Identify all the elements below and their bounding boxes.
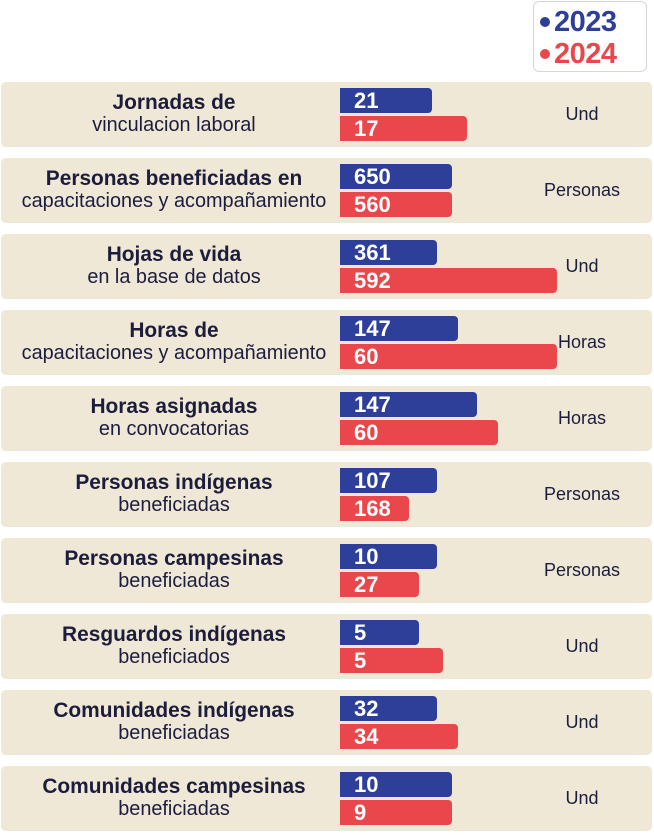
bar-2024: 27 <box>340 572 419 597</box>
bar-2024: 168 <box>340 496 409 521</box>
row-title-bold: Hojas de vida <box>106 243 242 266</box>
bar-2024: 560 <box>340 192 452 217</box>
unit-label: Und <box>565 636 599 656</box>
row-title: Horas asignadas en convocatorias <box>1 395 347 441</box>
chart-row: Personas indígenas beneficiadas 107 168 Pers… <box>1 462 652 527</box>
unit-label: Und <box>565 712 599 732</box>
row-title: Hojas de vida en la base de datos <box>1 243 347 289</box>
bar-2023: 21 <box>340 88 432 113</box>
row-title-regular: capacitaciones y acompañamiento <box>21 190 327 212</box>
row-title-regular: en convocatorias <box>98 418 250 440</box>
row-title-bold: Horas de <box>129 319 219 342</box>
row-title-regular: beneficiadas <box>118 494 230 516</box>
row-title-regular: vinculacion laboral <box>92 114 256 136</box>
bar-2024: 592 <box>340 268 557 293</box>
chart-row: Horas de capacitaciones y acompañamiento 1… <box>1 310 652 375</box>
row-title: Personas beneficiadas en capacitaciones y… <box>1 167 347 213</box>
row-title-regular: beneficiadas <box>118 570 230 592</box>
bar-2023: 107 <box>340 468 437 493</box>
unit-label: Und <box>565 256 599 276</box>
chart-row: Jornadas de vinculacion laboral 21 17 Und <box>1 82 652 147</box>
unit-label: Horas <box>557 332 606 352</box>
row-title: Horas de capacitaciones y acompañamiento <box>1 319 347 365</box>
row-title-bold: Personas beneficiadas en <box>45 167 303 190</box>
bar-2023: 147 <box>340 316 458 341</box>
chart-row: Resguardos indígenas beneficiados 5 5 Und <box>1 614 652 679</box>
unit-label: Horas <box>557 408 606 428</box>
bar-2023: 10 <box>340 772 452 797</box>
bar-2023: 650 <box>340 164 452 189</box>
row-title-bold: Personas indígenas <box>75 471 273 494</box>
bar-2023: 32 <box>340 696 437 721</box>
row-title: Jornadas de vinculacion laboral <box>1 91 347 137</box>
bar-2024: 9 <box>340 800 452 825</box>
unit-label: Und <box>565 104 599 124</box>
legend-dot-2023-icon <box>540 17 550 27</box>
chart-row: Horas asignadas en convocatorias 147 60 Hora… <box>1 386 652 451</box>
chart-row: Comunidades indígenas beneficiadas 32 34 Und <box>1 690 652 755</box>
row-title-bold: Jornadas de <box>112 91 236 114</box>
bar-2024: 5 <box>340 648 443 673</box>
unit-label: Personas <box>543 484 621 504</box>
bar-2024: 34 <box>340 724 458 749</box>
bar-2023: 10 <box>340 544 437 569</box>
row-title-bold: Comunidades campesinas <box>42 775 306 798</box>
chart-row: Comunidades campesinas beneficiadas 10 9 Und <box>1 766 652 831</box>
row-title: Personas campesinas beneficiadas <box>1 547 347 593</box>
row-title-regular: capacitaciones y acompañamiento <box>21 342 327 364</box>
row-title-bold: Horas asignadas <box>90 395 258 418</box>
legend: 2023 2024 <box>533 1 647 72</box>
chart-row: Hojas de vida en la base de datos 361 592 Un… <box>1 234 652 299</box>
row-title: Resguardos indígenas beneficiados <box>1 623 347 669</box>
legend-label-2023: 2023 <box>554 5 617 38</box>
bar-2024: 17 <box>340 116 467 141</box>
row-title: Personas indígenas beneficiadas <box>1 471 347 517</box>
bar-2024: 60 <box>340 344 557 369</box>
bar-2023: 5 <box>340 620 419 645</box>
row-title-regular: beneficiadas <box>118 798 230 820</box>
legend-dot-2024-icon <box>540 49 550 59</box>
row-title-bold: Resguardos indígenas <box>62 623 286 646</box>
unit-label: Personas <box>543 180 621 200</box>
bar-2023: 361 <box>340 240 437 265</box>
row-title-bold: Personas campesinas <box>64 547 284 570</box>
bar-2023: 147 <box>340 392 477 417</box>
row-title: Comunidades indígenas beneficiadas <box>1 699 347 745</box>
row-title-regular: beneficiados <box>118 646 230 668</box>
unit-label: Und <box>565 788 599 808</box>
legend-item-2023: 2023 <box>540 5 617 38</box>
row-title: Comunidades campesinas beneficiadas <box>1 775 347 821</box>
unit-label: Personas <box>543 560 621 580</box>
legend-item-2024: 2024 <box>540 37 617 70</box>
row-title-regular: beneficiadas <box>118 722 230 744</box>
row-title-regular: en la base de datos <box>87 266 261 288</box>
bar-2024: 60 <box>340 420 498 445</box>
chart-row: Personas campesinas beneficiadas 10 27 Perso… <box>1 538 652 603</box>
legend-label-2024: 2024 <box>554 37 617 70</box>
chart-row: Personas beneficiadas en capacitaciones y… <box>1 158 652 223</box>
row-title-bold: Comunidades indígenas <box>53 699 295 722</box>
